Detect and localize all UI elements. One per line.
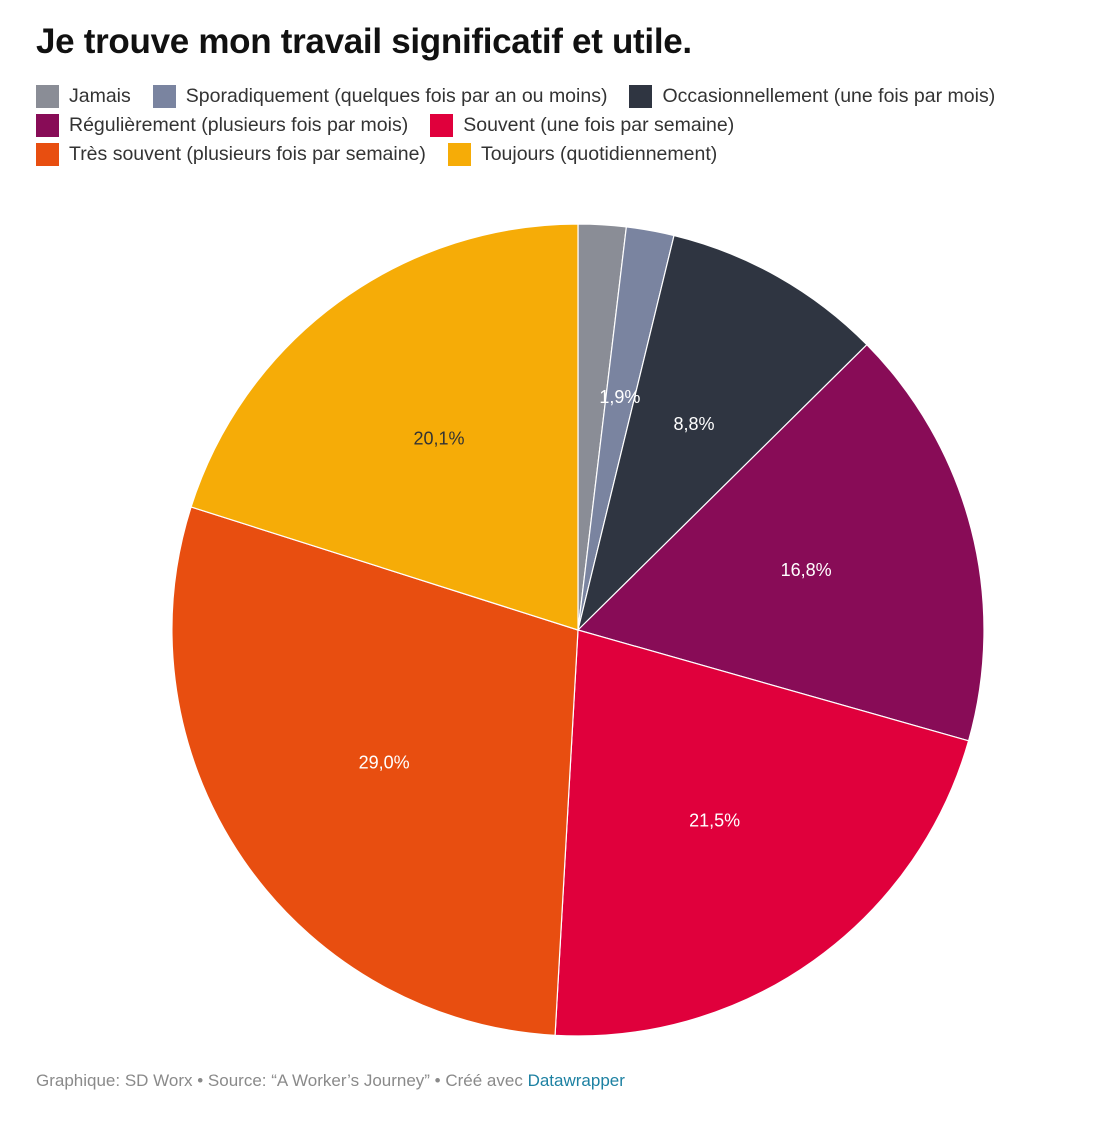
legend-swatch xyxy=(36,143,59,166)
footer-credit: Graphique: SD Worx • Source: “A Worker’s… xyxy=(36,1071,528,1090)
legend-swatch xyxy=(430,114,454,137)
pie-slice xyxy=(577,234,868,631)
legend-item: Toujours (quotidiennement) xyxy=(447,143,718,166)
pie-value-label: 20,1% xyxy=(413,429,464,449)
pie-value-label: 21,5% xyxy=(689,811,740,831)
chart-legend: Jamais Sporadiquement (quelques fois par … xyxy=(36,84,1096,167)
legend-label: Très souvent (plusieurs fois par semaine… xyxy=(69,143,426,165)
pie-value-label: 1,9% xyxy=(599,387,640,407)
legend-item: Très souvent (plusieurs fois par semaine… xyxy=(36,143,426,166)
legend-item: Jamais xyxy=(36,85,131,108)
legend-label: Souvent (une fois par semaine) xyxy=(463,114,735,136)
pie-labels: 1,9% 8,8% 16,8% 21,5% 29,0% 20,1% xyxy=(359,387,832,831)
legend-label: Jamais xyxy=(69,85,131,107)
legend-swatch xyxy=(36,114,59,137)
pie-slice xyxy=(171,506,579,1036)
legend-row: Jamais Sporadiquement (quelques fois par … xyxy=(36,84,1096,109)
legend-swatch xyxy=(447,143,471,166)
legend-item: Régulièrement (plusieurs fois par mois) xyxy=(36,114,408,137)
chart-title: Je trouve mon travail significatif et ut… xyxy=(36,22,692,61)
pie-slice xyxy=(190,223,579,631)
legend-label: Régulièrement (plusieurs fois par mois) xyxy=(69,114,409,136)
legend-row: Régulièrement (plusieurs fois par mois) S… xyxy=(36,113,1096,138)
pie-value-label: 16,8% xyxy=(781,560,832,580)
pie-slice xyxy=(554,629,970,1037)
datawrapper-link[interactable]: Datawrapper xyxy=(527,1071,625,1090)
pie-slice xyxy=(577,344,985,742)
legend-row: Très souvent (plusieurs fois par semaine… xyxy=(36,142,1096,167)
pie-value-label: 29,0% xyxy=(359,752,410,772)
pie-value-label: 8,8% xyxy=(673,414,714,434)
legend-swatch xyxy=(152,85,176,108)
legend-swatch xyxy=(36,85,59,108)
legend-label: Occasionnellement (une fois par mois) xyxy=(662,85,996,107)
legend-swatch xyxy=(629,85,653,108)
legend-item: Occasionnellement (une fois par mois) xyxy=(629,85,995,108)
legend-label: Toujours (quotidiennement) xyxy=(480,143,718,165)
chart-footer: Graphique: SD Worx • Source: “A Worker’s… xyxy=(36,1071,625,1091)
legend-item: Sporadiquement (quelques fois par an ou … xyxy=(152,85,608,108)
legend-item: Souvent (une fois par semaine) xyxy=(430,114,734,137)
legend-label: Sporadiquement (quelques fois par an ou … xyxy=(185,85,608,107)
pie-slices xyxy=(171,223,985,1037)
